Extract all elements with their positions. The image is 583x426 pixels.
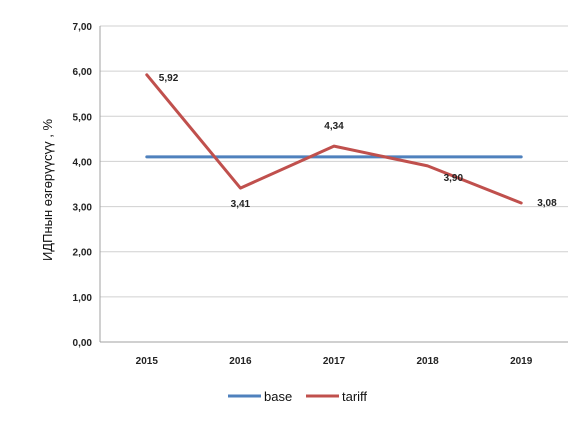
x-tick-label: 2016 — [229, 356, 252, 367]
series-line-tariff — [145, 73, 523, 205]
data-label: 5,92 — [159, 73, 179, 84]
x-tick-label: 2019 — [510, 356, 533, 367]
series-lines — [145, 73, 523, 205]
legend: base tariff — [228, 389, 367, 404]
axes — [99, 26, 568, 343]
y-tick-label: 7,00 — [73, 22, 93, 33]
y-tick-label: 0,00 — [73, 338, 93, 349]
data-label: 3,08 — [537, 198, 557, 209]
data-labels: 5,92 3,41 4,34 3,90 3,08 — [159, 73, 557, 210]
y-tick-labels: 0,00 1,00 2,00 3,00 4,00 5,00 6,00 7,00 — [73, 22, 93, 349]
data-label: 3,90 — [444, 173, 464, 184]
y-axis-label: ИДПнын өзгөрүүсүү , % — [40, 119, 55, 262]
y-tick-label: 1,00 — [73, 293, 93, 304]
x-tick-label: 2017 — [323, 356, 346, 367]
y-tick-label: 2,00 — [73, 248, 93, 259]
x-tick-labels: 2015 2016 2017 2018 2019 — [136, 356, 533, 367]
legend-label-tariff: tariff — [342, 389, 367, 404]
y-tick-label: 6,00 — [73, 67, 93, 78]
data-label: 4,34 — [324, 121, 344, 132]
y-tick-label: 5,00 — [73, 112, 93, 123]
x-tick-label: 2018 — [416, 356, 439, 367]
data-label: 3,41 — [231, 199, 251, 210]
y-tick-label: 4,00 — [73, 157, 93, 168]
y-tick-label: 3,00 — [73, 203, 93, 214]
gridlines — [100, 25, 568, 298]
legend-label-base: base — [264, 389, 292, 404]
x-tick-label: 2015 — [136, 356, 159, 367]
